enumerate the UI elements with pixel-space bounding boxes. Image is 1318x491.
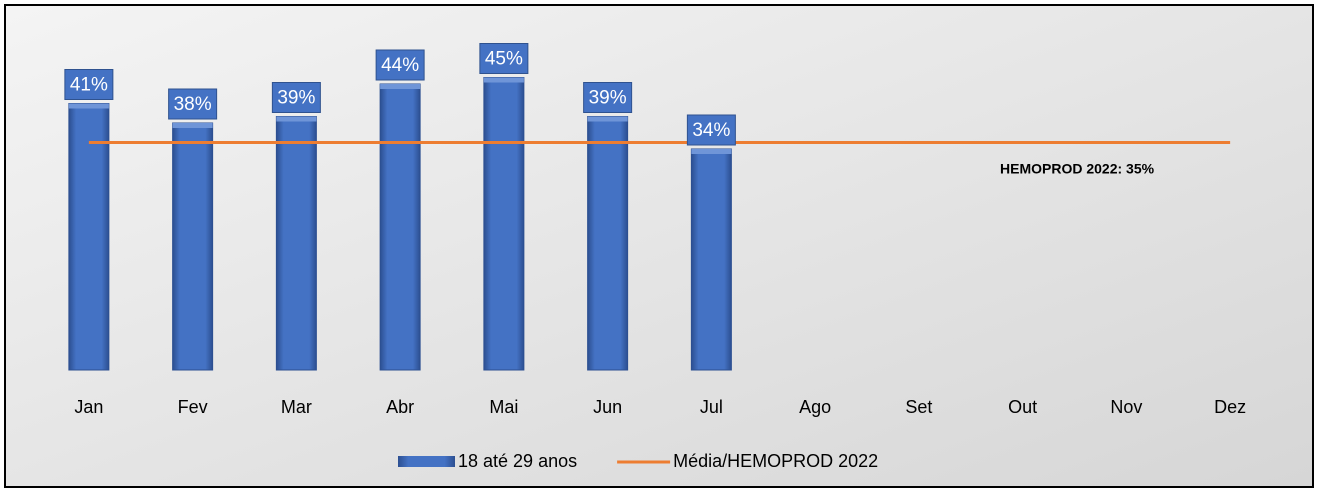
annotation: HEMOPROD 2022: 35% bbox=[1000, 161, 1155, 177]
bar bbox=[275, 116, 317, 371]
value-label: 39% bbox=[277, 88, 315, 109]
x-tick-label: Dez bbox=[1214, 397, 1246, 417]
bar bbox=[587, 116, 629, 371]
bar-top bbox=[380, 84, 421, 89]
x-tick-label: Out bbox=[1008, 397, 1037, 417]
x-tick-label: Fev bbox=[178, 397, 208, 417]
value-label: 44% bbox=[381, 55, 419, 76]
value-label-box bbox=[168, 88, 218, 120]
legend-label: Média/HEMOPROD 2022 bbox=[673, 451, 878, 471]
bar bbox=[690, 148, 732, 371]
value-label: 41% bbox=[70, 75, 108, 96]
bar-top bbox=[587, 116, 628, 122]
bar bbox=[483, 77, 525, 371]
x-tick-label: Abr bbox=[386, 397, 414, 417]
value-label: 38% bbox=[174, 94, 212, 115]
legend-label: 18 até 29 anos bbox=[458, 451, 577, 471]
bar bbox=[68, 103, 110, 371]
x-tick-label: Nov bbox=[1110, 397, 1142, 417]
value-label-box bbox=[479, 43, 529, 74]
value-label-box bbox=[583, 82, 633, 113]
x-tick-label: Jun bbox=[593, 397, 622, 417]
value-label: 34% bbox=[692, 120, 730, 141]
bar bbox=[379, 83, 421, 371]
value-label: 45% bbox=[485, 49, 523, 70]
value-label: 39% bbox=[589, 88, 627, 109]
x-tick-label: Ago bbox=[799, 397, 831, 417]
bar-top bbox=[68, 103, 109, 109]
x-tick-label: Mar bbox=[281, 397, 312, 417]
bar bbox=[172, 122, 214, 371]
legend-swatch bbox=[398, 456, 455, 467]
x-tick-label: Mai bbox=[489, 397, 518, 417]
x-tick-label: Jan bbox=[74, 397, 103, 417]
bar-top bbox=[691, 149, 732, 154]
value-label-box bbox=[375, 49, 425, 81]
bar-top bbox=[172, 123, 213, 128]
value-label-box bbox=[271, 82, 321, 113]
value-label-box bbox=[686, 114, 736, 146]
bar-top bbox=[483, 77, 524, 83]
x-tick-label: Set bbox=[905, 397, 932, 417]
x-tick-label: Jul bbox=[700, 397, 723, 417]
bar-top bbox=[276, 116, 317, 122]
value-label-box bbox=[64, 69, 114, 100]
chart-frame bbox=[4, 4, 1314, 488]
